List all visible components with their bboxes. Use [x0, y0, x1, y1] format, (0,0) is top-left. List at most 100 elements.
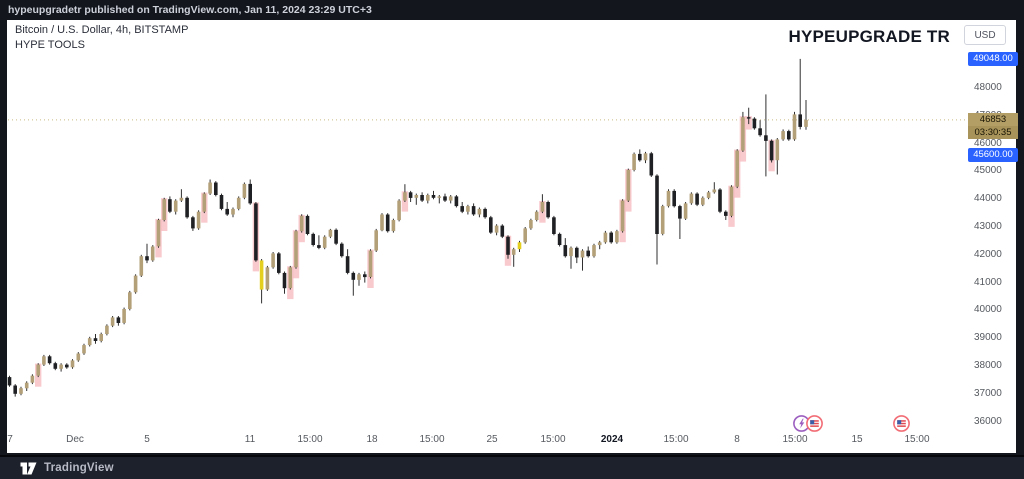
time-tick-18: 18 [366, 434, 378, 445]
candle-body [214, 182, 218, 195]
candle-body [420, 195, 424, 201]
candle-body [53, 363, 58, 369]
candle-body [592, 245, 596, 257]
candle-body [666, 190, 671, 207]
candle-body [42, 356, 46, 365]
time-tick-2024: 2024 [600, 434, 624, 445]
time-tick-5: 5 [144, 434, 150, 445]
price-tick-46000: 46000 [974, 138, 1002, 149]
candle-body [689, 193, 694, 204]
time-tick-8: 8 [734, 434, 740, 445]
candle-body [511, 249, 516, 255]
candle-body [632, 153, 636, 170]
footer-bar: TradingView [0, 455, 1024, 479]
price-tick-43000: 43000 [974, 221, 1002, 232]
candle-body [752, 118, 757, 129]
symbol-title[interactable]: Bitcoin / U.S. Dollar, 4h, BITSTAMP [15, 24, 189, 36]
candle-body [529, 220, 533, 229]
candle-body [196, 211, 201, 229]
candle-body [706, 192, 711, 198]
candle-body [701, 197, 705, 205]
candle-body [781, 131, 785, 140]
candle-body [24, 382, 29, 389]
candle-body [638, 153, 642, 161]
candle-body [173, 200, 178, 212]
last-price-value: 46853 [968, 113, 1018, 126]
candle-body [557, 233, 562, 245]
candle-body [798, 114, 802, 127]
candle-body [271, 253, 275, 268]
time-tick-1500: 15:00 [540, 434, 566, 445]
candle-body [70, 360, 75, 368]
candlestick-canvas[interactable] [7, 20, 1016, 453]
candle-body [580, 250, 585, 258]
candle-body [563, 245, 568, 257]
candle-body [477, 208, 482, 215]
candle-body [787, 131, 791, 140]
candle-body [534, 211, 539, 220]
candle-body [569, 247, 573, 257]
candle-body [746, 117, 751, 119]
candle-body [483, 208, 487, 218]
candle-body [603, 232, 608, 243]
economic-event-icon[interactable] [793, 415, 810, 432]
indicator-title[interactable]: HYPE TOOLS [15, 39, 85, 51]
candle-body [437, 196, 442, 198]
candle-body [678, 206, 682, 219]
candle-body [150, 246, 155, 261]
price-tick-41000: 41000 [974, 277, 1002, 288]
candle-body [19, 388, 23, 394]
candle-body [403, 192, 407, 201]
candle-body [741, 117, 745, 151]
candle-body [368, 250, 373, 277]
candle-body [620, 200, 625, 232]
candle-body [236, 197, 241, 209]
us-flag-event-icon[interactable] [893, 415, 910, 432]
candle-body [357, 274, 361, 280]
price-tick-44000: 44000 [974, 193, 1002, 204]
author-watermark: HYPEUPGRADE TR [788, 27, 950, 46]
candle-body [299, 215, 304, 232]
tradingview-logo-icon[interactable] [20, 462, 37, 475]
candle-body [305, 215, 310, 234]
candle-body [769, 140, 774, 161]
candle-body [179, 197, 184, 201]
candle-body [277, 253, 281, 273]
candle-body [712, 189, 717, 193]
time-tick-7: 7 [7, 434, 13, 445]
candle-body [259, 260, 264, 290]
bar-countdown: 03:30:35 [968, 126, 1018, 139]
time-tick-15: 15 [851, 434, 863, 445]
candle-body [758, 128, 762, 136]
candle-body [466, 206, 470, 212]
candle-body [242, 183, 247, 198]
candle-body [649, 153, 654, 176]
candle-body [408, 192, 413, 198]
chart-panel: Bitcoin / U.S. Dollar, 4h, BITSTAMP HYPE… [7, 20, 1018, 453]
candle-body [764, 135, 768, 141]
chart-legend[interactable]: Bitcoin / U.S. Dollar, 4h, BITSTAMP HYPE… [15, 24, 188, 51]
time-tick-1500: 15:00 [297, 434, 323, 445]
candle-body [294, 231, 298, 268]
time-tick-11: 11 [244, 434, 256, 445]
candle-body [282, 272, 287, 289]
candle-body [448, 196, 453, 201]
us-flag-event-icon[interactable] [806, 415, 823, 432]
price-tick-36000: 36000 [974, 416, 1002, 427]
candle-body [191, 217, 195, 229]
published-text: hypeupgradetr published on TradingView.c… [8, 4, 372, 16]
price-tick-40000: 40000 [974, 304, 1002, 315]
candle-body [105, 325, 109, 334]
currency-button[interactable]: USD [964, 25, 1006, 45]
candle-body [718, 189, 722, 212]
time-tick-1500: 15:00 [904, 434, 930, 445]
candle-body [454, 196, 459, 207]
candle-body [540, 202, 545, 212]
candle-body [47, 356, 52, 364]
candle-body [431, 195, 436, 198]
candle-body [334, 229, 338, 244]
candle-body [208, 182, 212, 194]
candle-body [363, 274, 367, 278]
candle-body [311, 233, 315, 245]
tradingview-brand-text[interactable]: TradingView [44, 462, 114, 474]
